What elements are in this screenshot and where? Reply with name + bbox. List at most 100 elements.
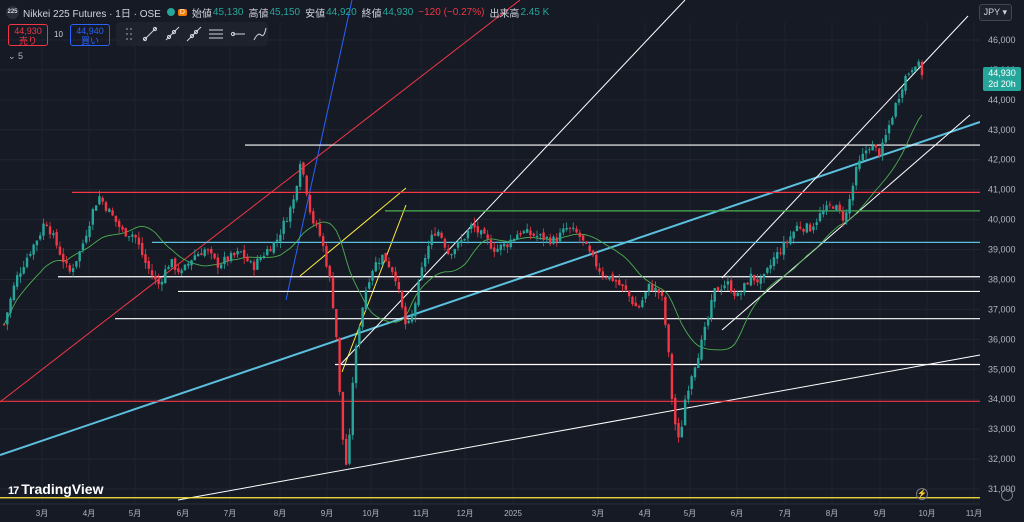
low-label: 安値 bbox=[305, 8, 326, 20]
candle-body bbox=[558, 232, 562, 242]
candle-body bbox=[25, 257, 29, 267]
time-tick-label: 11月 bbox=[413, 509, 429, 518]
candle-body bbox=[328, 265, 331, 277]
candle-body bbox=[720, 289, 723, 291]
open-value: 45,130 bbox=[212, 6, 244, 18]
candle-body bbox=[134, 234, 137, 238]
settings-gear-icon[interactable] bbox=[1001, 489, 1013, 501]
candle-body bbox=[321, 236, 325, 247]
candle-body bbox=[683, 399, 687, 426]
grip-icon[interactable] bbox=[122, 25, 136, 43]
candle-body bbox=[710, 300, 713, 318]
last-price-label: 44,930 2d 20h bbox=[983, 67, 1021, 91]
candle-body bbox=[509, 239, 512, 248]
candle-body bbox=[124, 228, 127, 237]
candle-body bbox=[433, 233, 437, 236]
grid bbox=[0, 22, 980, 504]
candle-body bbox=[522, 231, 526, 234]
candle-body bbox=[884, 134, 888, 143]
candle-body bbox=[854, 167, 858, 186]
trend-line bbox=[299, 187, 407, 277]
candle-body bbox=[2, 324, 6, 326]
candle-body bbox=[104, 202, 108, 211]
drawing-toolbar bbox=[116, 22, 268, 46]
candle-body bbox=[210, 249, 213, 254]
order-quantity[interactable]: 10 bbox=[54, 30, 63, 39]
candle-body bbox=[384, 252, 387, 262]
candle-body bbox=[578, 232, 582, 237]
extended-line-icon[interactable] bbox=[186, 25, 202, 43]
trend-line bbox=[721, 15, 969, 279]
time-tick-label: 5月 bbox=[129, 509, 141, 518]
candle-body bbox=[305, 175, 308, 195]
candle-body bbox=[637, 306, 641, 308]
symbol-title[interactable]: Nikkei 225 Futures · 1日 · OSE bbox=[23, 8, 161, 20]
trend-line bbox=[341, 204, 407, 373]
trend-lines bbox=[0, 0, 981, 501]
buy-button[interactable]: 44,940 買い bbox=[70, 24, 110, 46]
candle-body bbox=[769, 265, 772, 269]
currency-select[interactable]: JPY ▾ bbox=[978, 4, 1012, 21]
candle-body bbox=[621, 284, 624, 287]
candle-body bbox=[351, 382, 354, 436]
candle-body bbox=[611, 274, 614, 281]
candle-body bbox=[75, 261, 78, 267]
ray-icon[interactable] bbox=[164, 25, 180, 43]
candle-body bbox=[239, 251, 243, 253]
brush-icon[interactable] bbox=[252, 25, 268, 43]
candle-body bbox=[772, 257, 776, 266]
candle-body bbox=[779, 252, 782, 254]
time-tick-label: 10月 bbox=[363, 509, 380, 518]
candle-body bbox=[677, 422, 680, 438]
candle-body bbox=[154, 275, 157, 280]
candle-body bbox=[137, 237, 141, 245]
sell-button[interactable]: 44,930 売り bbox=[8, 24, 48, 46]
horizontal-lines-icon[interactable] bbox=[208, 25, 224, 43]
indicator-toggle[interactable]: ⌄ 5 bbox=[8, 51, 24, 61]
trend-line bbox=[177, 354, 981, 501]
buy-label: 買い bbox=[80, 36, 99, 46]
candle-body bbox=[15, 275, 19, 287]
candle-body bbox=[647, 283, 651, 292]
moving-average-line bbox=[3, 114, 923, 351]
candle-body bbox=[206, 249, 210, 251]
horizontal-ray-icon[interactable] bbox=[230, 25, 246, 43]
price-tick-label: 35,000 bbox=[988, 364, 1016, 374]
candle-body bbox=[476, 226, 480, 233]
candle-body bbox=[427, 245, 430, 259]
trend-line-icon[interactable] bbox=[142, 25, 158, 43]
candle-body bbox=[723, 285, 726, 289]
candle-body bbox=[404, 306, 407, 325]
price-tick-label: 40,000 bbox=[988, 215, 1016, 225]
candle-body bbox=[864, 150, 868, 154]
lightning-icon[interactable]: ⚡ bbox=[916, 488, 928, 500]
candle-body bbox=[483, 228, 486, 234]
candle-body bbox=[703, 326, 707, 341]
time-tick-label: 8月 bbox=[826, 509, 838, 518]
candle-body bbox=[808, 224, 812, 232]
candle-body bbox=[818, 213, 822, 222]
candle-body bbox=[29, 254, 32, 256]
candle-body bbox=[381, 254, 384, 265]
price-tick-label: 42,000 bbox=[988, 155, 1016, 165]
candle-body bbox=[216, 257, 220, 268]
candle-body bbox=[298, 163, 302, 187]
candle-body bbox=[776, 252, 779, 259]
bar-countdown: 2d 20h bbox=[988, 79, 1016, 89]
candle-body bbox=[660, 291, 664, 296]
candle-body bbox=[749, 273, 753, 286]
time-tick-label: 7月 bbox=[224, 509, 236, 518]
candle-body bbox=[479, 230, 483, 235]
candle-body bbox=[631, 296, 634, 305]
candle-body bbox=[835, 205, 838, 211]
close-label: 終値 bbox=[361, 8, 382, 20]
candle-body bbox=[48, 226, 52, 235]
candle-body bbox=[489, 239, 493, 249]
candle-body bbox=[542, 232, 545, 240]
candle-body bbox=[19, 273, 22, 277]
candle-body bbox=[131, 234, 134, 237]
candle-body bbox=[318, 223, 322, 236]
candle-body bbox=[22, 267, 25, 274]
candle-body bbox=[552, 236, 555, 244]
